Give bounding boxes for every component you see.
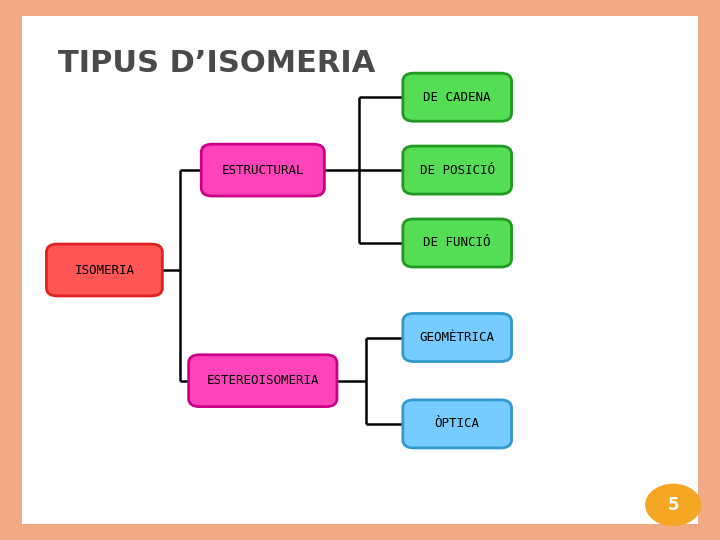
Bar [0, 0, 22, 540]
Text: 5: 5 [667, 496, 679, 514]
FancyBboxPatch shape [403, 313, 511, 362]
Bar [698, 0, 720, 540]
Text: ÒPTICA: ÒPTICA [435, 417, 480, 430]
FancyBboxPatch shape [46, 244, 162, 296]
Bar [0, 524, 720, 540]
Text: GEOMÈTRICA: GEOMÈTRICA [420, 331, 495, 344]
FancyBboxPatch shape [201, 144, 324, 196]
Text: ISOMERIA: ISOMERIA [74, 264, 135, 276]
FancyBboxPatch shape [403, 73, 511, 122]
FancyBboxPatch shape [403, 219, 511, 267]
Text: DE POSICIÓ: DE POSICIÓ [420, 164, 495, 177]
Text: ESTEREOISOMERIA: ESTEREOISOMERIA [207, 374, 319, 387]
Text: ESTRUCTURAL: ESTRUCTURAL [222, 164, 304, 177]
Text: TIPUS D’ISOMERIA: TIPUS D’ISOMERIA [58, 49, 375, 78]
Text: DE FUNCIÓ: DE FUNCIÓ [423, 237, 491, 249]
Circle shape [646, 484, 701, 525]
FancyBboxPatch shape [403, 146, 511, 194]
FancyBboxPatch shape [189, 355, 337, 407]
Bar [0, 0, 720, 16]
FancyBboxPatch shape [403, 400, 511, 448]
Text: DE CADENA: DE CADENA [423, 91, 491, 104]
